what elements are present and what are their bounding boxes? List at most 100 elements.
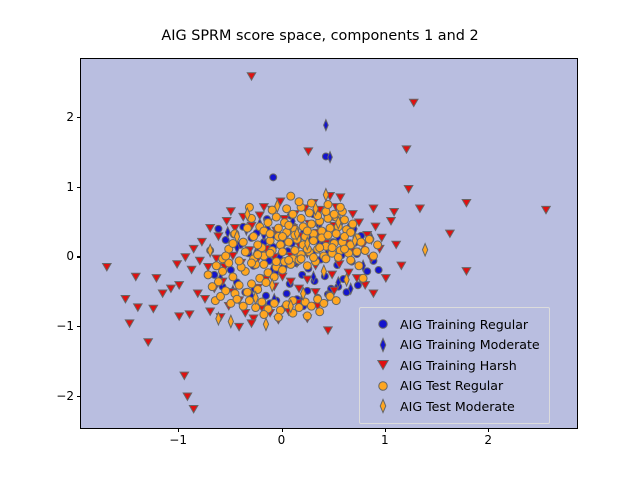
- data-point: [288, 209, 298, 219]
- x-tick-label: −1: [169, 433, 188, 447]
- data-point: [182, 392, 193, 402]
- data-point: [257, 297, 267, 307]
- legend-marker-circle-icon: [368, 314, 398, 334]
- legend-label: AIG Training Regular: [400, 316, 529, 332]
- legend-label: AIG Training Moderate: [400, 337, 540, 353]
- data-point: [356, 237, 366, 247]
- data-point: [368, 289, 379, 299]
- data-point: [249, 232, 259, 242]
- x-tick-label: 2: [484, 433, 492, 447]
- y-tick-mark: [76, 117, 80, 119]
- legend-item[interactable]: AIG Test Regular: [368, 376, 540, 397]
- data-point: [205, 224, 216, 233]
- data-point: [221, 217, 232, 226]
- data-point: [203, 270, 213, 280]
- x-tick-mark: [178, 428, 180, 432]
- data-point: [351, 233, 359, 249]
- data-point: [373, 240, 383, 250]
- x-tick-label: 1: [381, 433, 389, 447]
- legend-item[interactable]: AIG Training Regular: [368, 314, 540, 335]
- data-point: [408, 98, 419, 108]
- data-point: [157, 289, 168, 299]
- data-point: [148, 304, 159, 314]
- data-point: [329, 286, 340, 296]
- data-point: [304, 208, 314, 218]
- legend-marker-circle-icon: [368, 376, 398, 396]
- data-point: [282, 289, 291, 298]
- data-point: [421, 242, 429, 258]
- data-point: [348, 219, 358, 229]
- data-point: [269, 173, 278, 182]
- data-point: [225, 207, 236, 217]
- data-point: [192, 289, 203, 299]
- data-point: [354, 261, 364, 271]
- legend-item[interactable]: AIG Training Harsh: [368, 355, 540, 376]
- data-point: [296, 213, 306, 223]
- x-axis-tick-labels: −1 0 1 2: [80, 433, 576, 453]
- data-point: [306, 301, 316, 311]
- data-point: [302, 261, 312, 271]
- legend-label: AIG Training Harsh: [400, 357, 517, 373]
- legend-marker-thin-diamond-icon: [368, 396, 398, 416]
- data-point: [323, 200, 333, 210]
- data-point: [290, 245, 300, 255]
- data-point: [347, 210, 358, 219]
- data-point: [319, 298, 329, 308]
- data-point: [214, 224, 223, 233]
- data-point: [358, 273, 368, 283]
- data-point: [258, 203, 270, 212]
- data-point: [227, 251, 239, 261]
- data-point: [352, 247, 362, 257]
- data-point: [244, 206, 251, 222]
- data-point: [302, 275, 313, 285]
- data-point: [403, 185, 414, 194]
- data-point: [401, 145, 412, 155]
- data-point: [253, 240, 263, 250]
- data-point: [255, 273, 265, 283]
- x-axis-tick-marks: [80, 428, 576, 432]
- data-point: [374, 265, 383, 274]
- data-point: [285, 277, 296, 287]
- data-point: [286, 191, 296, 201]
- y-tick-label: 1: [66, 179, 74, 194]
- data-point: [120, 295, 131, 304]
- data-point: [315, 307, 325, 317]
- data-point: [221, 251, 231, 261]
- data-point: [184, 310, 195, 320]
- data-point: [309, 252, 318, 262]
- data-point: [247, 258, 256, 268]
- data-point: [246, 72, 257, 82]
- data-point: [340, 215, 349, 225]
- y-tick-mark: [76, 326, 80, 328]
- data-point: [263, 268, 273, 278]
- y-tick-mark: [76, 186, 80, 188]
- data-point: [226, 298, 236, 308]
- data-point: [234, 256, 244, 266]
- data-point: [244, 296, 254, 306]
- y-tick-label: 2: [66, 110, 74, 125]
- data-point: [333, 252, 343, 262]
- data-point: [151, 274, 162, 283]
- legend-item[interactable]: AIG Test Moderate: [368, 396, 540, 417]
- data-point: [196, 237, 208, 247]
- data-point: [310, 270, 317, 284]
- legend-label: AIG Test Moderate: [400, 398, 515, 414]
- data-point: [461, 198, 472, 208]
- series-group: [206, 187, 429, 332]
- data-point: [101, 262, 112, 272]
- data-point: [346, 255, 356, 265]
- legend-item[interactable]: AIG Training Moderate: [368, 335, 540, 356]
- data-point: [274, 198, 281, 214]
- data-point: [343, 272, 350, 288]
- data-point: [370, 222, 381, 232]
- data-point: [247, 279, 256, 289]
- data-point: [206, 242, 214, 258]
- y-tick-mark: [76, 256, 80, 258]
- data-point: [259, 310, 269, 320]
- data-point: [180, 253, 191, 263]
- data-point: [335, 193, 346, 203]
- data-point: [335, 202, 345, 212]
- data-point: [259, 259, 269, 269]
- data-point: [325, 291, 335, 301]
- data-point: [253, 250, 263, 260]
